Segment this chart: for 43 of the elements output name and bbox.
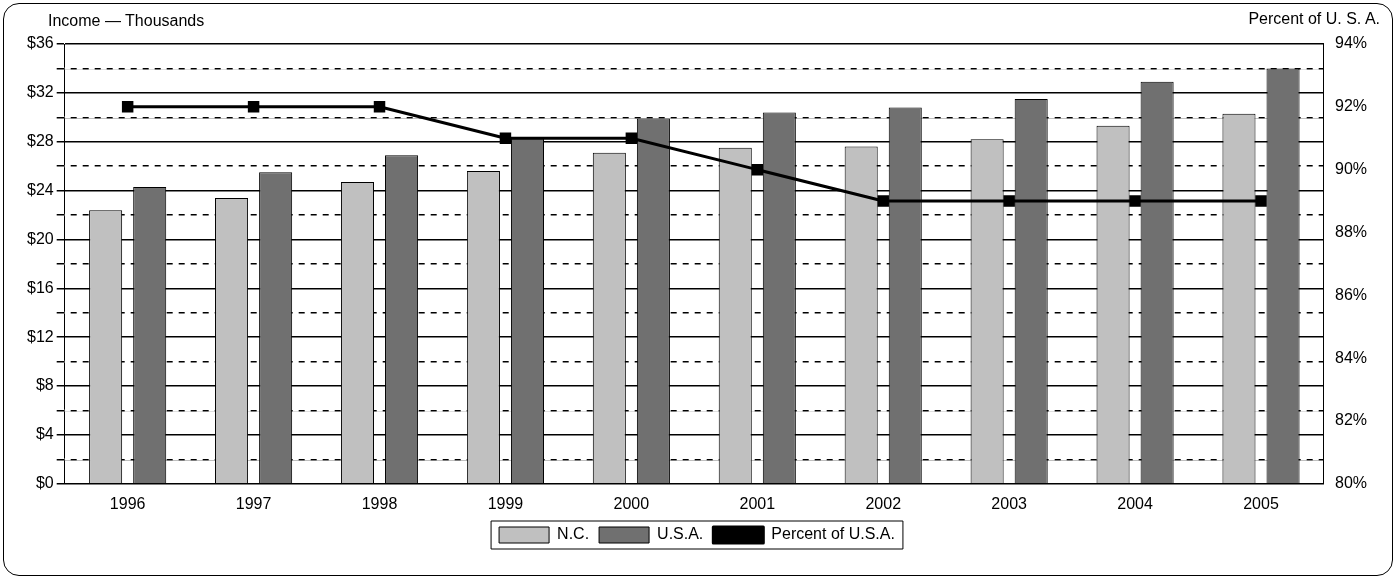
y-tick-label: $0 xyxy=(35,474,54,492)
y-tick-label: $12 xyxy=(26,327,54,345)
point xyxy=(373,101,386,113)
x-tick-label: 2003 xyxy=(991,494,1028,512)
x-tick-label: 2002 xyxy=(865,494,902,512)
y-axis-title: Income — Thousands xyxy=(48,12,205,30)
x-tick-label: 2000 xyxy=(613,494,650,512)
y-tick-label: $20 xyxy=(26,229,54,247)
point xyxy=(751,163,764,176)
point xyxy=(499,132,512,144)
x-tick-label: 1996 xyxy=(109,494,146,512)
point xyxy=(877,195,889,207)
y2-tick-label: 92% xyxy=(1334,97,1368,115)
y2-tick-label: 94% xyxy=(1334,34,1368,52)
y2-tick-label: 80% xyxy=(1334,474,1368,492)
point xyxy=(121,101,134,113)
y2-tick-label: 88% xyxy=(1334,222,1368,240)
point xyxy=(247,101,260,113)
y2-tick-label: 90% xyxy=(1334,160,1368,178)
point xyxy=(1003,195,1015,207)
legend-label: U.S.A. xyxy=(657,525,704,543)
x-tick-label: 2004 xyxy=(1117,494,1153,512)
y-tick-label: $36 xyxy=(26,34,54,52)
point xyxy=(625,132,638,144)
y2-axis-title: Percent of U. S. A. xyxy=(1248,10,1380,28)
x-tick-label: 1999 xyxy=(487,494,524,512)
y-tick-label: $28 xyxy=(26,132,54,150)
y-tick-label: $8 xyxy=(35,376,54,394)
point xyxy=(1129,195,1141,207)
y2-tick-label: 84% xyxy=(1334,348,1368,366)
x-tick-label: 1998 xyxy=(361,494,398,512)
legend-label: Percent of U.S.A. xyxy=(771,525,895,543)
y-tick-label: $4 xyxy=(35,425,54,443)
y-tick-label: $32 xyxy=(26,83,54,101)
legend-label: N.C. xyxy=(557,525,590,543)
y-tick-label: $16 xyxy=(26,278,54,296)
x-tick-label: 1997 xyxy=(235,494,272,512)
x-tick-label: 2005 xyxy=(1243,494,1279,512)
y2-tick-label: 86% xyxy=(1334,285,1368,303)
y2-tick-label: 82% xyxy=(1334,411,1368,429)
x-tick-label: 2001 xyxy=(739,494,776,512)
point xyxy=(1255,195,1267,207)
y-tick-label: $24 xyxy=(26,181,54,199)
